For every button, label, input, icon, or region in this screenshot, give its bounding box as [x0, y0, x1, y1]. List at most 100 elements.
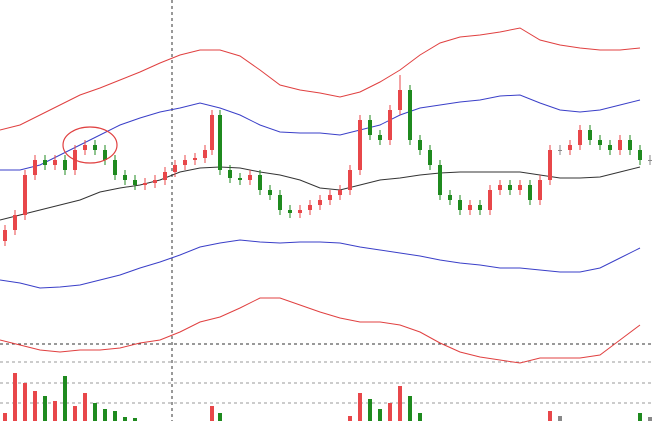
volume-bar — [73, 406, 77, 421]
candle-body — [93, 145, 97, 150]
candle-body — [598, 140, 602, 145]
candle-body — [448, 195, 452, 200]
candle-body — [238, 178, 242, 180]
volume-bar — [378, 409, 382, 421]
candle-body — [568, 145, 572, 150]
band-line — [0, 27, 641, 131]
candle-body — [418, 140, 422, 150]
candle-body — [210, 115, 214, 150]
candle-body — [183, 160, 187, 165]
volume-bar — [418, 413, 422, 421]
candle-body — [318, 200, 322, 205]
volume-bar — [93, 403, 97, 421]
candle-body — [153, 180, 157, 183]
band-line — [0, 94, 641, 171]
volume-bar — [648, 417, 652, 421]
candle-body — [193, 158, 197, 160]
candle-body — [388, 110, 392, 140]
candle-body — [203, 150, 207, 158]
candle-body — [408, 90, 412, 140]
candle-body — [113, 160, 117, 175]
volume-bar — [23, 383, 27, 421]
candle-body — [3, 230, 7, 241]
volume-bar — [123, 417, 127, 421]
candle-body — [53, 160, 57, 165]
candle-body — [338, 190, 342, 195]
highlight-circle — [62, 126, 118, 164]
candle-body — [268, 190, 272, 195]
candle-body — [468, 205, 472, 210]
volume-bar — [53, 401, 57, 421]
candle-body — [278, 195, 282, 210]
band-line — [0, 166, 641, 221]
candle-body — [558, 150, 562, 151]
candle-body — [13, 215, 17, 230]
volume-bar — [3, 413, 7, 421]
candle-body — [618, 140, 622, 150]
volume-bar — [358, 393, 362, 421]
volume-bar — [638, 413, 642, 421]
band-line — [0, 297, 641, 364]
candle-body — [103, 150, 107, 160]
candle-body — [258, 175, 262, 190]
candle-body — [458, 200, 462, 210]
candle-body — [218, 115, 222, 170]
candle-body — [308, 205, 312, 210]
candle-body — [438, 165, 442, 195]
volume-bar — [43, 396, 47, 421]
candle-body — [83, 145, 87, 150]
candle-body — [478, 205, 482, 210]
candle-body — [398, 90, 402, 110]
volume-bar — [558, 416, 562, 421]
volume-bar — [548, 411, 552, 421]
candle-body — [123, 175, 127, 180]
volume-bar — [368, 399, 372, 421]
candle-body — [43, 160, 47, 165]
candle-body — [63, 160, 67, 170]
band-line — [0, 239, 641, 289]
candle-body — [428, 150, 432, 165]
plot — [0, 27, 652, 421]
candle-body — [538, 180, 542, 200]
candle-body — [648, 160, 652, 161]
candle-body — [518, 185, 522, 190]
volume-bar — [388, 403, 392, 421]
candle-body — [143, 183, 147, 185]
volume-bar — [133, 418, 137, 421]
candle-body — [608, 145, 612, 150]
candle-body — [488, 190, 492, 210]
candle-body — [528, 185, 532, 200]
candle-body — [328, 195, 332, 200]
candle-body — [588, 130, 592, 140]
volume-bar — [13, 373, 17, 421]
candle-body — [248, 175, 252, 180]
candle-body — [548, 150, 552, 180]
volume-bar — [103, 409, 107, 421]
volume-bar — [218, 413, 222, 421]
candle-body — [638, 150, 642, 160]
candle-body — [163, 172, 167, 180]
candle-body — [228, 170, 232, 178]
candle-body — [498, 185, 502, 190]
candle-body — [33, 160, 37, 175]
candle-body — [288, 210, 292, 213]
candle-body — [378, 135, 382, 140]
volume-bar — [398, 386, 402, 421]
candle-body — [358, 120, 362, 170]
volume-bar — [113, 411, 117, 421]
candle-body — [298, 210, 302, 213]
volume-bar — [63, 376, 67, 421]
candle-body — [578, 130, 582, 145]
volume-bar — [210, 406, 214, 421]
candle-body — [23, 175, 27, 215]
candle-body — [173, 165, 177, 172]
candle-body — [133, 180, 137, 185]
volume-bar — [33, 391, 37, 421]
candle-body — [508, 185, 512, 190]
volume-bar — [348, 416, 352, 421]
volume-bar — [408, 396, 412, 421]
candle-body — [368, 120, 372, 135]
candle-body — [628, 140, 632, 150]
volume-bar — [83, 393, 87, 421]
